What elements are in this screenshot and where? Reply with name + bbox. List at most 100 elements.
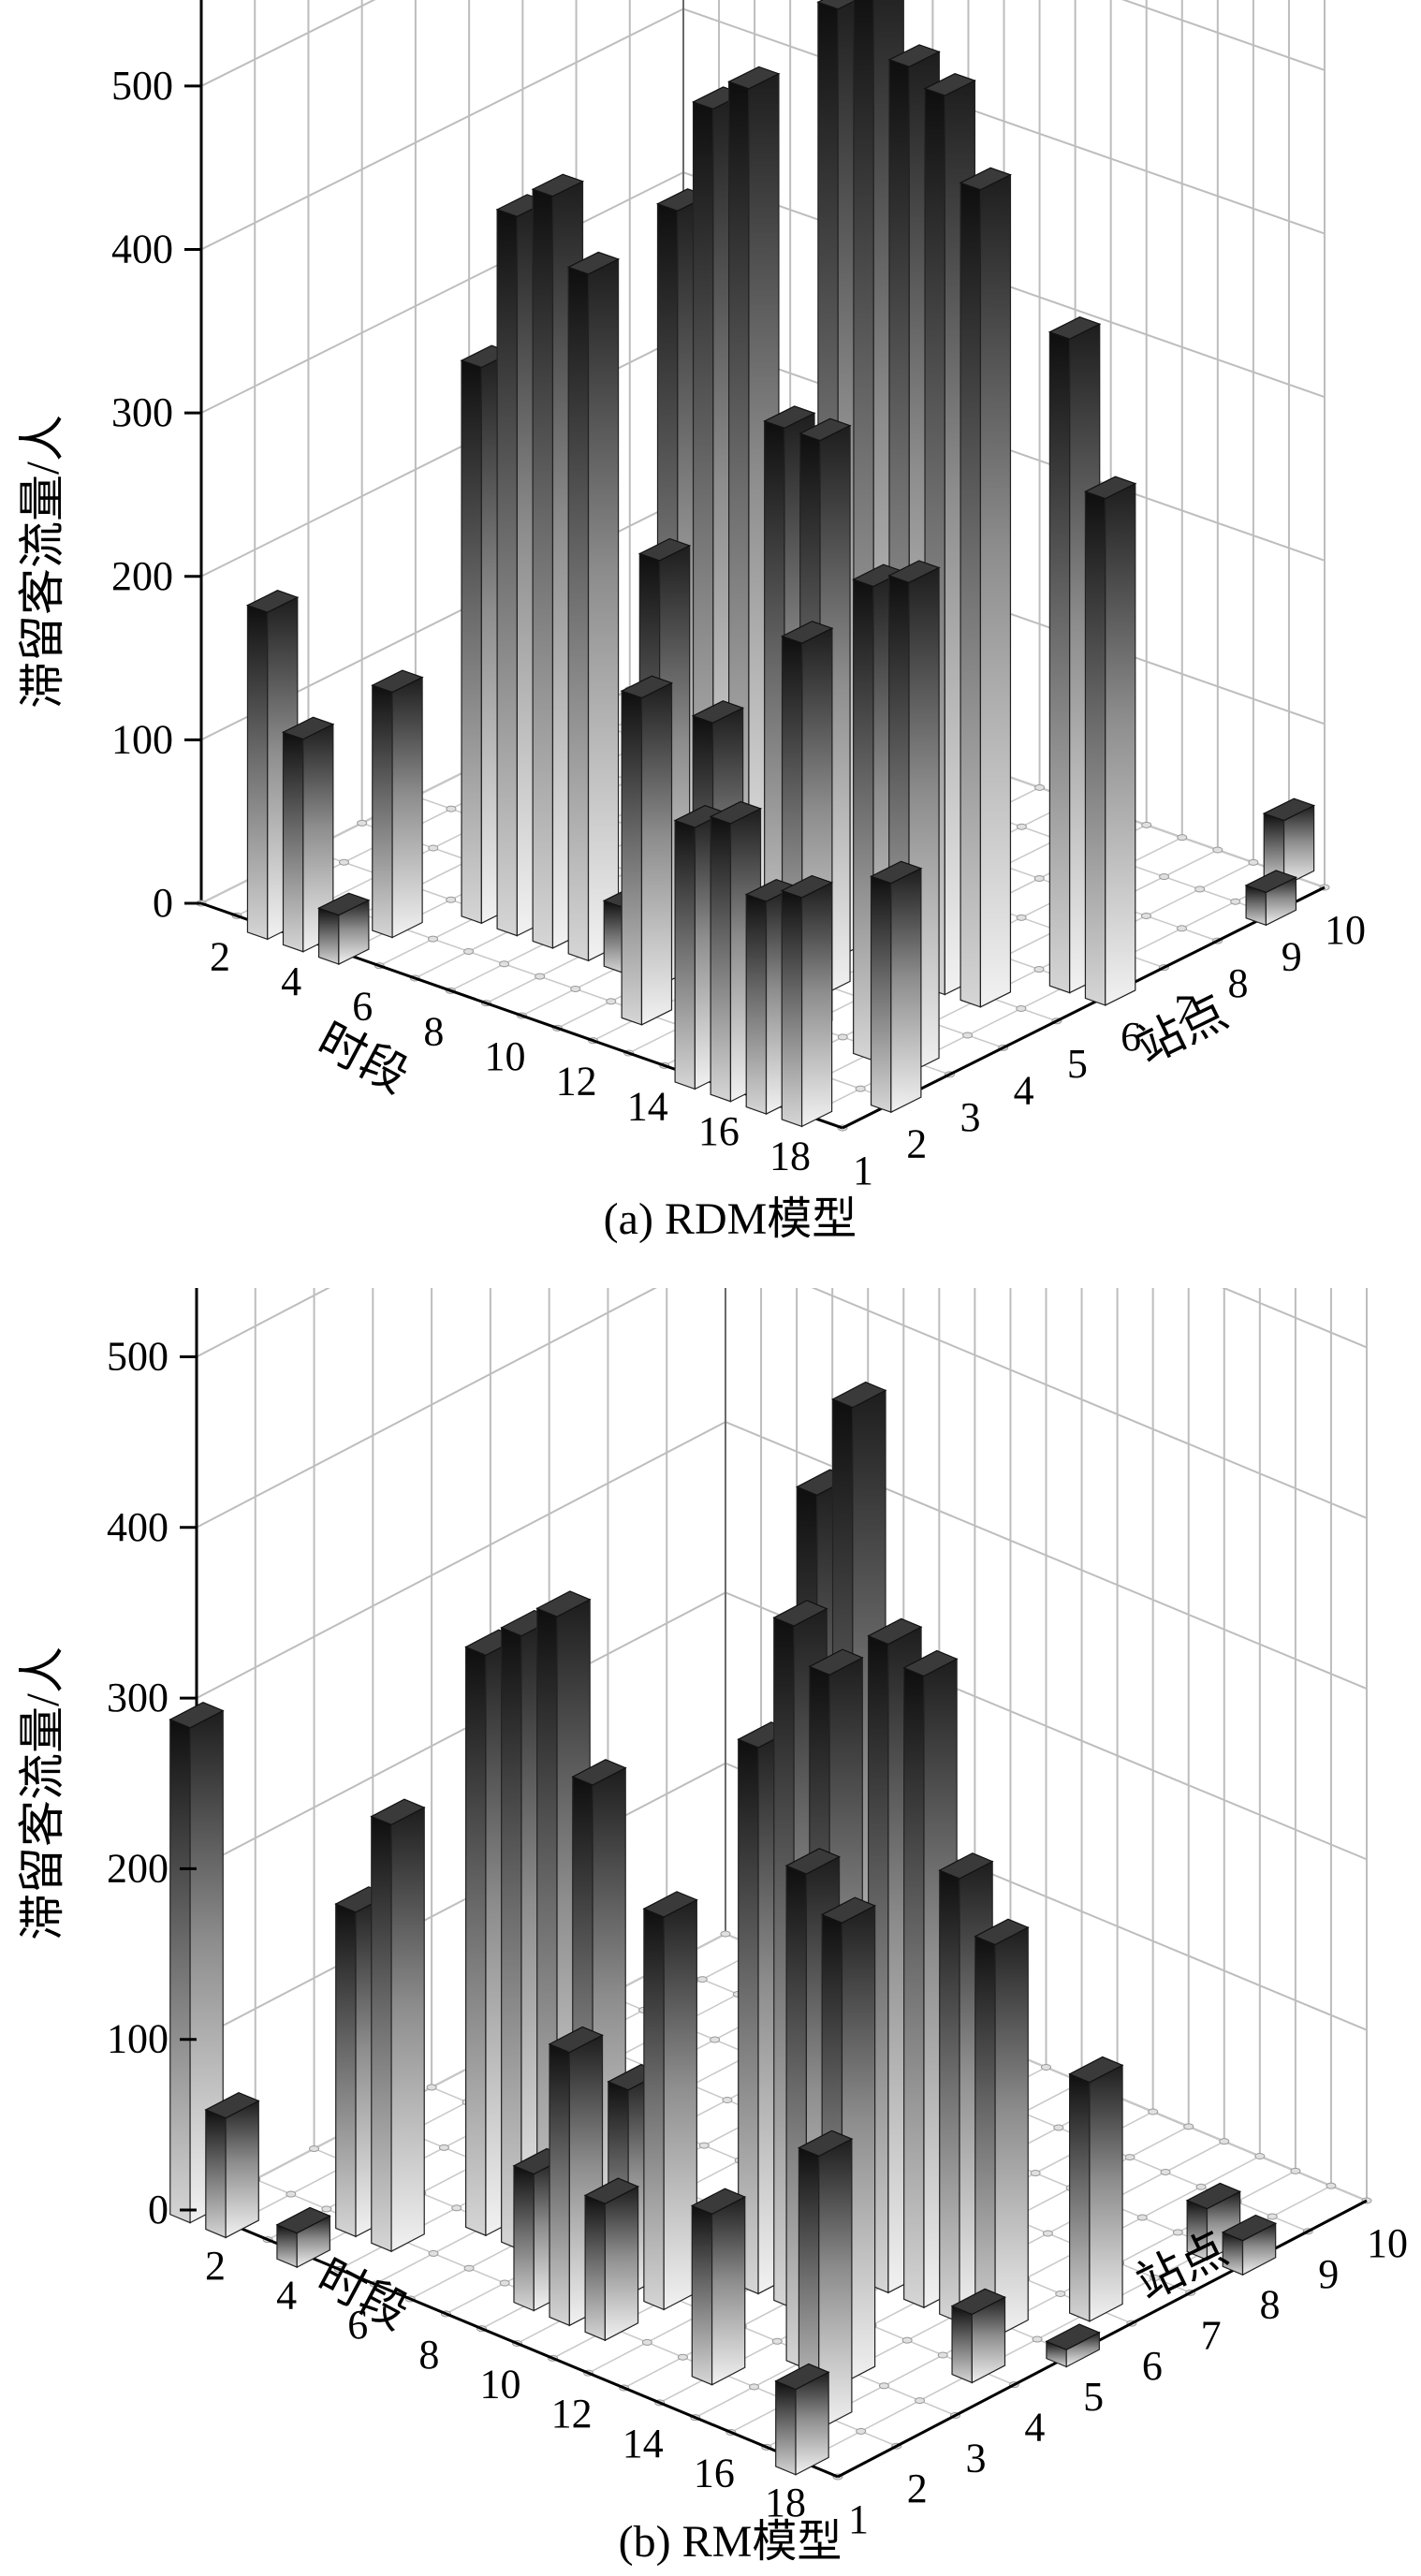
chart-a-y-tick-label: 10 — [1325, 907, 1366, 953]
chart-b-zero-mark — [722, 2097, 733, 2103]
chart-b-bar — [690, 2188, 747, 2386]
chart-b-z-tick-label: 200 — [107, 1845, 168, 1891]
chart-a-floor-grid — [770, 861, 1254, 1105]
chart-a-bar — [780, 874, 834, 1128]
chart-b-y-tick-label: 7 — [1201, 2312, 1222, 2358]
chart-b-zlabel: 滞留客流量/人 — [16, 1647, 68, 1940]
panel-b: 0100200300400500600246810121416181234567… — [0, 1288, 1421, 2576]
chart-b-z-tick-label: 0 — [148, 2187, 168, 2232]
chart-a-y-tick-label: 1 — [853, 1148, 873, 1193]
chart-b-x-tick-label: 12 — [551, 2391, 593, 2437]
chart-b-zero-mark — [856, 2427, 867, 2435]
chart-b-zero-mark — [1326, 2182, 1337, 2189]
chart-a-zero-mark — [1159, 873, 1170, 881]
chart-b-bar — [974, 1918, 1030, 2338]
chart-a-zero-mark — [855, 1085, 866, 1092]
chart-b-z-tick-label: 400 — [107, 1504, 168, 1550]
chart-b-zero-mark — [1160, 2168, 1171, 2175]
chart-a-zero-mark — [1248, 858, 1259, 866]
chart-a-bar — [959, 167, 1012, 1008]
chart-a-zero-mark — [1016, 823, 1027, 830]
chart-b-bar — [1045, 2323, 1101, 2368]
chart-b-bar — [642, 1891, 698, 2311]
chart-a-z-tick-label: 400 — [111, 227, 173, 272]
chart-b-bar — [204, 2091, 260, 2239]
chart-a-x-tick-label: 6 — [352, 984, 373, 1030]
chart-b-x-tick-label: 4 — [276, 2273, 297, 2319]
chart-b-zero-mark — [720, 1930, 731, 1938]
chart-a-bar — [620, 675, 674, 1026]
chart-b-bar — [1221, 2214, 1278, 2276]
chart-b-bar — [168, 1702, 225, 2224]
chart-b-bar — [798, 2130, 854, 2431]
chart-a-y-tick-label: 2 — [906, 1120, 927, 1166]
chart-b-y-tick-label: 3 — [966, 2435, 987, 2481]
chart-b-z-tick-label: 100 — [107, 2016, 168, 2062]
chart-b-zero-mark — [451, 2204, 462, 2212]
panel-a: 0100200300400500600246810121416181234567… — [16, 0, 1366, 1244]
chart-a-zero-mark — [1140, 912, 1151, 919]
chart-b-zero-mark — [698, 2142, 710, 2149]
chart-b-zero-mark — [1041, 2064, 1051, 2071]
chart-b-zero-mark — [710, 2036, 721, 2043]
chart-b-zero-mark — [1032, 2335, 1043, 2343]
chart-a-x-tick-label: 10 — [485, 1033, 526, 1079]
chart-a-x-tick-label: 18 — [769, 1134, 811, 1179]
chart-b-bar — [275, 2206, 331, 2269]
chart-a-zero-mark — [1033, 874, 1045, 882]
chart-a-x-tick-label: 16 — [698, 1108, 740, 1154]
chart-b-zero-mark — [321, 2205, 332, 2213]
chart-b-z-tick-label: 500 — [107, 1333, 168, 1379]
chart-b-bar — [370, 1798, 426, 2253]
chart-b-zero-mark — [426, 2084, 437, 2091]
chart-a-x-tick-label: 14 — [627, 1083, 668, 1129]
chart-b-y-tick-label: 6 — [1142, 2343, 1163, 2389]
chart-a-zero-mark — [463, 947, 475, 955]
chart-a-y-tick-label: 7 — [1174, 988, 1194, 1033]
chart-a-zero-mark — [428, 935, 438, 943]
chart-a-bar — [1262, 798, 1316, 887]
chart-a-bar — [1083, 476, 1137, 1006]
chart-b-bar — [1068, 2056, 1124, 2322]
chart-a-bars — [245, 0, 1316, 1128]
chart-a-y-tick-label: 3 — [960, 1094, 980, 1140]
chart-a-zero-mark — [339, 858, 349, 866]
chart-b-zero-mark — [1053, 2124, 1064, 2131]
chart-a-x-tick-label: 2 — [210, 933, 230, 979]
chart-b-y-tick-label: 2 — [907, 2466, 928, 2511]
chart-b-zero-mark — [438, 2144, 449, 2151]
chart-a-x-tick-label: 12 — [556, 1059, 597, 1105]
chart-b-zero-mark — [1254, 2153, 1266, 2159]
chart-a-bar — [281, 716, 335, 953]
chart-a-zero-mark — [446, 805, 457, 812]
chart-b-x-tick-label: 8 — [418, 2332, 439, 2378]
chart-a-y-tick-label: 6 — [1121, 1014, 1141, 1060]
chart-b-y-tick-label: 4 — [1024, 2405, 1045, 2451]
chart-a-z-tick-label: 200 — [111, 553, 173, 599]
chart-b-zero-mark — [677, 2353, 688, 2361]
chart-a-y-axis — [842, 886, 1326, 1130]
chart-a-z-tick-label: 100 — [111, 716, 173, 762]
chart-b-caption: (b) RM模型 — [619, 2517, 842, 2567]
chart-b-zero-mark — [696, 1976, 708, 1983]
chart-b-bar — [774, 2363, 830, 2476]
chart-b-zero-mark — [749, 2383, 760, 2391]
chart-a-zero-mark — [1194, 886, 1206, 893]
chart-b-zero-mark — [641, 2338, 652, 2346]
chart-a-zero-mark — [570, 985, 581, 992]
chart-a-zero-mark — [606, 998, 617, 1005]
chart-b-y-tick-label: 5 — [1083, 2374, 1104, 2420]
chart-b-zero-mark — [1267, 2213, 1278, 2220]
chart-a-bar — [317, 892, 371, 966]
chart-b-zero-mark — [878, 2382, 889, 2390]
chart-b-zero-mark — [1195, 2183, 1207, 2190]
chart-b-zero-mark — [1219, 2138, 1230, 2145]
chart-a-y-tick-label: 8 — [1228, 960, 1249, 1006]
chart-a-z-tick-label: 0 — [153, 880, 173, 926]
chart-a-x-tick-label: 8 — [423, 1008, 444, 1054]
chart-a-zero-mark — [357, 819, 368, 827]
chart-b-x-tick-label: 6 — [347, 2302, 368, 2348]
chart-b-zero-mark — [499, 2279, 510, 2287]
chart-b-bars — [168, 1381, 1278, 2476]
chart-a-zero-mark — [1141, 821, 1152, 828]
